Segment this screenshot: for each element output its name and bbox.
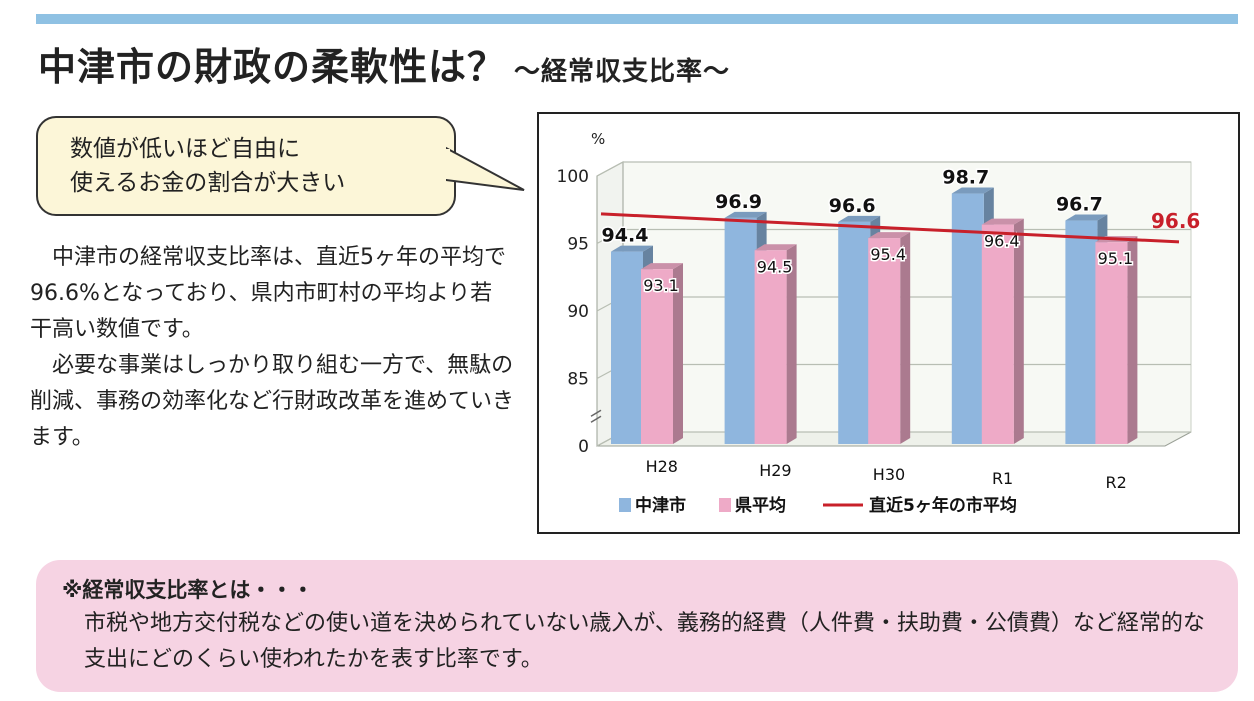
y-tick-label: 85 <box>567 370 589 390</box>
bar <box>981 224 1014 444</box>
y-tick-label: 95 <box>567 235 589 255</box>
bar-value-label: 96.7 <box>1056 194 1103 216</box>
y-tick-label: 0 <box>578 437 589 457</box>
y-unit-label: % <box>591 130 605 148</box>
bar-value-label: 96.4 <box>984 232 1020 251</box>
definition-title: ※経常収支比率とは・・・ <box>62 578 314 602</box>
axis-break-mark <box>590 409 602 423</box>
legend-label: 直近5ヶ年の市平均 <box>869 495 1017 516</box>
bar <box>1095 242 1128 444</box>
bar-value-label: 93.1 <box>643 276 679 295</box>
bar-top <box>981 218 1024 225</box>
bar-side <box>1127 236 1138 444</box>
title-text: 中津市の財政の柔軟性は？ <box>38 45 507 89</box>
body-paragraph-1: 中津市の経常収支比率は、直近5ヶ年の平均で96.6%となっており、県内市町村の平… <box>30 245 506 342</box>
bar-value-label: 95.1 <box>1098 249 1134 268</box>
legend-swatch <box>619 498 631 512</box>
top-rule <box>36 14 1238 24</box>
bubble-text: 数値が低いほど自由に 使えるお金の割合が大きい <box>70 132 345 200</box>
y-tick-label: 90 <box>567 302 589 322</box>
bar-value-label: 98.7 <box>942 167 989 189</box>
bar-side <box>786 244 797 444</box>
x-tick-label: H29 <box>759 461 791 480</box>
speech-bubble <box>36 116 456 216</box>
bar-value-label: 96.9 <box>715 191 762 213</box>
x-tick-label: H28 <box>646 457 678 476</box>
legend-label: 中津市 <box>635 495 686 516</box>
gridline <box>596 161 1191 177</box>
definition-body: 市税や地方交付税などの使い道を決められていない歳入が、義務的経費（人件費・扶助費… <box>84 611 1205 672</box>
legend-label: 県平均 <box>735 495 786 516</box>
bar <box>611 251 643 444</box>
bar-side <box>900 232 911 444</box>
bar-chart: 0 85 90 95 100% 94.4 93.1 H28 96.9 94.5 H29 96.6 95.… <box>557 130 1201 516</box>
average-line <box>600 212 1180 244</box>
bar-top <box>868 232 911 239</box>
x-tick-label: R2 <box>1106 473 1127 492</box>
subtitle-text: 〜経常収支比率〜 <box>514 57 731 87</box>
x-tick-label: H30 <box>873 465 905 484</box>
definition-box <box>36 560 1238 692</box>
bar-value-label: 94.5 <box>757 257 793 276</box>
bar-value-label: 94.4 <box>602 225 649 247</box>
page-title: 中津市の財政の柔軟性は？ 〜経常収支比率〜 <box>38 36 730 91</box>
bubble-line-1: 数値が低いほど自由に <box>70 136 300 162</box>
bar <box>1065 220 1098 444</box>
bar <box>724 217 757 444</box>
bar <box>951 193 984 444</box>
bar-top <box>611 245 653 252</box>
body-paragraph-2: 必要な事業はしっかり取り組む一方で、無駄の削減、事務の効率化など行財政改革を進め… <box>30 353 515 450</box>
bar-top <box>754 244 797 251</box>
bar-top <box>641 263 683 270</box>
bar-top <box>1065 214 1108 221</box>
bubble-line-2: 使えるお金の割合が大きい <box>70 170 346 196</box>
chart-frame: 0 85 90 95 100% 94.4 93.1 H28 96.9 94.5 H29 96.6 95.… <box>537 112 1240 534</box>
bar <box>838 221 871 444</box>
bar <box>868 238 901 444</box>
y-tick-label: 100 <box>557 167 589 187</box>
bar-top <box>838 215 881 222</box>
bar-value-label: 95.4 <box>870 245 906 264</box>
bar-top <box>724 211 767 218</box>
speech-bubble-tail <box>446 146 525 191</box>
bar <box>641 269 673 444</box>
body-text: 中津市の経常収支比率は、直近5ヶ年の平均で96.6%となっており、県内市町村の平… <box>30 240 514 456</box>
bar <box>754 250 787 444</box>
bar-side <box>1013 218 1024 444</box>
average-value-label: 96.6 <box>1151 209 1200 233</box>
bar-top <box>951 187 994 194</box>
bar-side <box>673 263 683 444</box>
legend-swatch <box>719 498 731 512</box>
bar-value-label: 96.6 <box>829 195 876 217</box>
x-tick-label: R1 <box>992 469 1013 488</box>
